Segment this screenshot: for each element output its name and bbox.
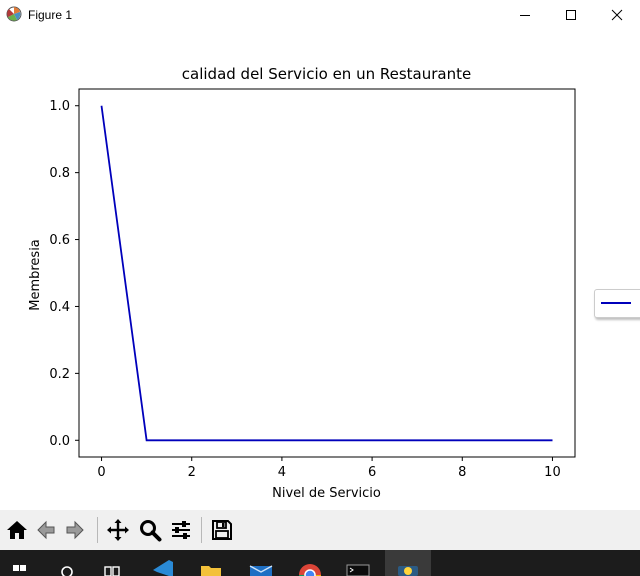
file-explorer-icon[interactable] <box>191 550 231 576</box>
y-tick-label: 0.2 <box>49 367 70 382</box>
series-line <box>100 105 553 442</box>
x-axis-label: Nivel de Servicio <box>272 486 381 501</box>
zoom-button[interactable] <box>135 515 165 545</box>
python-icon[interactable] <box>388 550 428 576</box>
configure-subplots-icon <box>172 521 190 539</box>
home-icon <box>7 521 27 539</box>
chrome-icon[interactable] <box>290 550 330 576</box>
windows-start-icon[interactable] <box>0 550 40 576</box>
zoom-icon <box>140 520 162 542</box>
y-tick-label: 0.0 <box>49 434 70 449</box>
pan-icon <box>107 519 129 541</box>
toolbar-separator <box>201 517 202 543</box>
matplotlib-app-icon <box>6 6 22 22</box>
y-tick-label: 0.8 <box>49 166 70 181</box>
axes: 0 2 4 6 8 10 0.0 0.2 0.4 0.6 0.8 1.0 <box>49 88 576 480</box>
home-button[interactable] <box>2 515 32 545</box>
toolbar-separator <box>97 517 98 543</box>
back-button[interactable] <box>31 515 61 545</box>
mail-icon[interactable] <box>240 550 280 576</box>
legend-series-line <box>601 302 631 304</box>
minimize-button[interactable] <box>502 0 548 30</box>
close-button[interactable] <box>594 0 640 30</box>
maximize-button[interactable] <box>548 0 594 30</box>
chart-title: calidad del Servicio en un Restaurante <box>182 65 471 83</box>
title-bar: Figure 1 <box>0 0 640 30</box>
forward-arrow-icon <box>66 520 84 540</box>
window-title: Figure 1 <box>28 8 73 22</box>
maximize-icon <box>566 10 576 20</box>
save-button[interactable] <box>207 515 237 545</box>
task-view-icon[interactable] <box>92 550 132 576</box>
x-tick-label: 2 <box>188 465 196 480</box>
pan-button[interactable] <box>103 515 133 545</box>
configure-subplots-button[interactable] <box>166 515 196 545</box>
y-tick-label: 0.6 <box>49 233 70 248</box>
search-icon[interactable] <box>48 550 88 576</box>
figure-canvas[interactable]: calidad del Servicio en un Restaurante 0… <box>0 30 640 510</box>
back-arrow-icon <box>37 520 55 540</box>
minimize-icon <box>520 15 530 16</box>
y-axis-label: Membresia <box>28 239 43 311</box>
taskbar <box>0 550 640 576</box>
x-tick-label: 0 <box>97 465 105 480</box>
x-tick-label: 8 <box>458 465 466 480</box>
save-icon <box>212 520 232 540</box>
forward-button[interactable] <box>60 515 90 545</box>
x-tick-label: 6 <box>368 465 376 480</box>
navigation-toolbar <box>0 510 640 550</box>
y-tick-label: 0.4 <box>49 300 70 315</box>
x-tick-label: 4 <box>278 465 286 480</box>
x-tick-label: 10 <box>544 465 561 480</box>
legend <box>594 289 640 318</box>
y-tick-label: 1.0 <box>49 99 70 114</box>
line-chart: calidad del Servicio en un Restaurante 0… <box>28 65 576 501</box>
terminal-icon[interactable] <box>338 550 378 576</box>
close-icon <box>611 9 623 21</box>
vscode-icon[interactable] <box>143 550 183 576</box>
plot-frame <box>78 88 576 458</box>
